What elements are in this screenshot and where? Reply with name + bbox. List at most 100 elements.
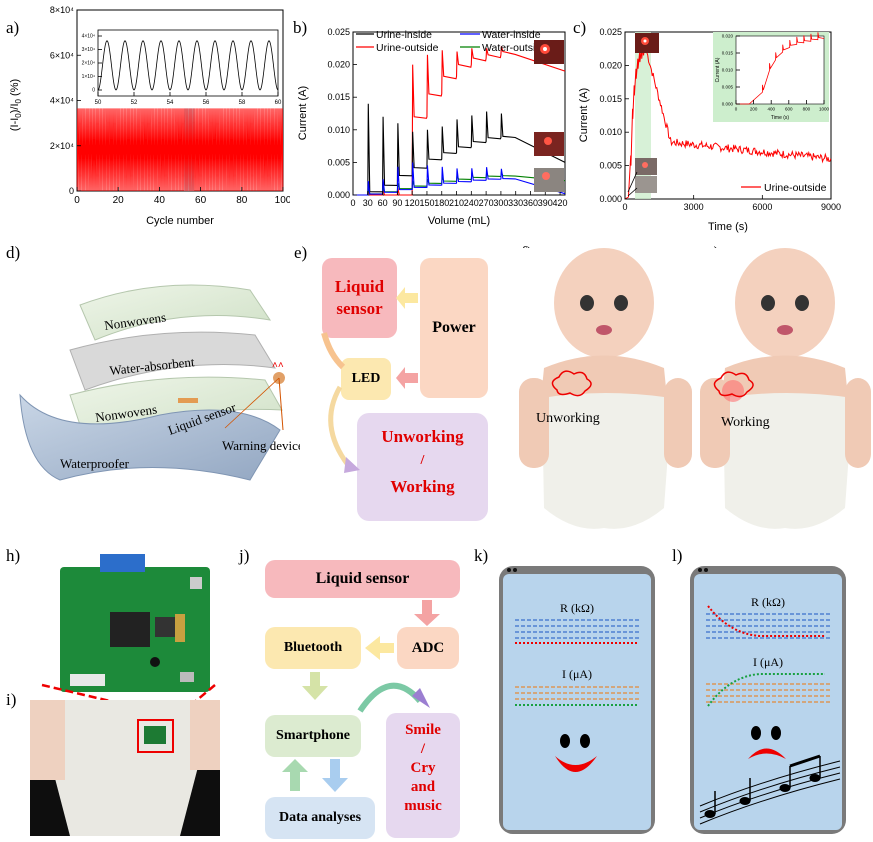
led-photo-c2 — [635, 158, 657, 175]
sys-slash: / — [420, 741, 426, 757]
chart-a-inset-xtick-label: 52 — [131, 100, 138, 106]
led-photo-c1 — [635, 33, 659, 53]
phone-l-r-curve — [707, 605, 825, 637]
panel-label-i: i) — [6, 690, 17, 709]
chart-c-ytick-label: 0.000 — [599, 194, 622, 204]
chart-a-inset-xtick-label: 56 — [203, 100, 210, 106]
chart-a-ytick-label: 4×10⁴ — [50, 96, 74, 106]
label-warning-device: Warning device — [222, 438, 300, 453]
chart-b-frame — [352, 31, 566, 196]
panel-label-h: h) — [6, 546, 21, 565]
chart-c-ytick-label: 0.020 — [599, 60, 622, 70]
chart-b-xtick-label: 150 — [419, 198, 434, 208]
led-photo-1 — [534, 40, 564, 64]
chart-a-series — [76, 108, 284, 192]
panel-label-d: d) — [6, 243, 21, 262]
chart-c-inset-xtick-label: 200 — [750, 107, 758, 112]
phone-l-i-label: I (μA) — [753, 655, 783, 669]
chart-a-ytick-label: 0 — [69, 186, 74, 196]
phone-k — [499, 566, 655, 834]
chart-c-inset-xtick-label: 600 — [785, 107, 793, 112]
chart-a-inset-ytick-label: 0 — [92, 88, 95, 94]
chart-c-inset-ytick-label: 0.005 — [722, 85, 734, 90]
chart-b-ylabel: Current (A) — [297, 86, 309, 140]
status-working: Working — [390, 477, 455, 496]
doll-with-board-photo — [30, 700, 220, 836]
arrow-smartphone-to-output — [357, 682, 423, 713]
sys-and: and — [410, 779, 436, 795]
chart-a: 0 20 40 60 80 100 0 2×10⁴ 4×10⁴ 6×10⁴ 8×10⁴ Cycle… — [9, 5, 290, 227]
arrow-data-to-smartphone — [282, 759, 308, 791]
chart-b-series-water-inside — [353, 162, 566, 196]
chart-a-xtick-label: 0 — [74, 195, 80, 206]
system-arrows — [282, 600, 440, 792]
doll-photo-unworking: Unworking — [514, 248, 696, 546]
chart-c-inset-series — [736, 32, 825, 105]
chart-c-inset-ylabel: Current (A) — [715, 57, 721, 82]
chart-b-ytick-label: 0.020 — [327, 60, 350, 70]
chart-c-xlabel: Time (s) — [708, 221, 748, 233]
diaper-layers-diagram: ˄˄ Nonwovens Water-absorbent Nonwovens L… — [19, 284, 300, 481]
chart-c-ylabel: Current (A) — [578, 88, 590, 142]
box-status: Unworking / Working — [357, 413, 488, 521]
sys-box-data-analyses: Data analyses — [265, 797, 375, 839]
arrow-bluetooth-to-smartphone — [302, 672, 328, 700]
sys-box-smartphone: Smartphone — [265, 715, 361, 757]
liquid-sensor-strip — [178, 398, 198, 403]
chart-b: 0 30 60 90 120 150 180 210 240 270 300 330 360 390 420… — [297, 27, 568, 227]
chart-c-legend: Urine-outside — [741, 182, 827, 194]
chart-b-xtick-label: 240 — [464, 198, 479, 208]
label-waterproofer: Waterproofer — [60, 456, 130, 471]
chart-b-xtick-label: 300 — [493, 198, 508, 208]
doll-photo-working: Working — [697, 248, 873, 546]
chart-b-ytick-label: 0.025 — [327, 27, 350, 37]
panel-label-e: e) — [294, 243, 308, 262]
chart-a-ytick-label: 6×10⁴ — [50, 50, 74, 60]
layer-waterproofer — [19, 393, 281, 481]
chart-b-xtick-label: 120 — [405, 198, 420, 208]
chart-a-ytick-label: 2×10⁴ — [50, 141, 74, 151]
chart-b-xtick-label: 90 — [392, 198, 402, 208]
chart-b-xtick-label: 420 — [553, 198, 568, 208]
panel-label-k: k) — [474, 546, 489, 565]
box-led: LED — [341, 358, 391, 400]
chart-a-xtick-label: 60 — [195, 195, 207, 206]
chart-b-series-urine-outside — [353, 46, 566, 196]
chart-a-inset-xtick-label: 60 — [275, 100, 282, 106]
phone-l-r-label: R (kΩ) — [751, 595, 785, 609]
chart-c-inset-frame — [735, 35, 825, 105]
sad-face-icon — [748, 726, 786, 759]
chart-a-inset-ytick-label: 1×10⁴ — [82, 74, 95, 80]
status-unworking: Unworking — [381, 427, 464, 446]
circuit-arrows — [321, 287, 418, 473]
sys-music: music — [404, 798, 442, 814]
panel-label-j: j) — [239, 546, 250, 565]
legend-urine-inside: Urine-inside — [376, 29, 432, 41]
arrow-adc-to-bluetooth — [365, 636, 394, 660]
smile-face-icon — [555, 734, 597, 772]
chart-a-inset-xtick-label: 58 — [239, 100, 246, 106]
chart-a-inset-ytick-label: 3×10⁴ — [82, 47, 95, 53]
arrow-sensor-to-adc — [414, 600, 440, 626]
chart-a-xtick-label: 100 — [275, 195, 290, 206]
chart-c-xtick-label: 0 — [622, 202, 627, 212]
chart-b-xtick-label: 330 — [508, 198, 523, 208]
legend-water-outside: Water-outside — [482, 42, 547, 54]
arrow-sensor-to-led — [321, 332, 346, 370]
doll-label-working: Working — [721, 415, 770, 430]
chart-c-inset-xtick-label: 1000 — [819, 107, 830, 112]
phone-k-content: R (kΩ) I (μA) — [515, 601, 639, 772]
box-liquid-sensor: Liquid sensor — [322, 258, 397, 338]
arrow-power-to-sensor — [396, 287, 418, 309]
arrow-power-to-led — [396, 367, 418, 389]
chart-c-inset-ytick-label: 0.020 — [722, 34, 734, 39]
chart-a-inset-xtick-label: 54 — [167, 100, 174, 106]
chart-a-inset-ytick-label: 2×10⁴ — [82, 61, 95, 67]
chart-c-ytick-label: 0.015 — [599, 94, 622, 104]
chart-b-xtick-label: 0 — [350, 198, 355, 208]
chart-a-xtick-label: 40 — [154, 195, 166, 206]
chart-c-inset-xlabel: Time (s) — [771, 115, 789, 121]
chart-c-inset-xtick-label: 800 — [803, 107, 811, 112]
chart-c-ytick-label: 0.025 — [599, 27, 622, 37]
phone-l-i-curve — [707, 673, 825, 707]
